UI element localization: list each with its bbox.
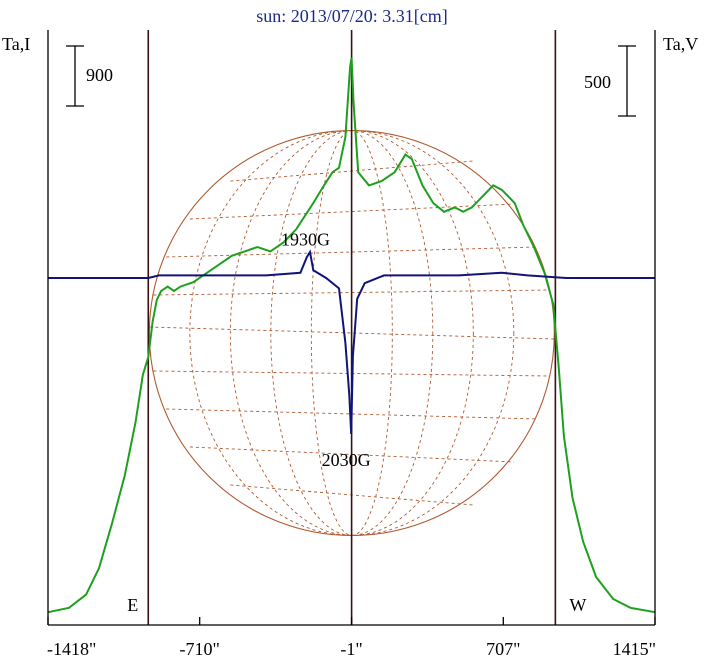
series-layer	[47, 57, 656, 614]
latitude-line	[166, 408, 538, 420]
right-axis-label: Ta,V	[663, 34, 698, 54]
chart-title: sun: 2013/07/20: 3.31[cm]	[256, 6, 448, 26]
series-ta-v-line	[48, 249, 655, 435]
right-scale-bar-label: 500	[584, 72, 611, 92]
east-limb-label: E	[127, 595, 138, 615]
x-axis-ticks: -1418" -710" -1" 707" 1415"	[47, 617, 656, 659]
right-scale-bar	[618, 45, 636, 117]
x-tick-label: -1"	[340, 639, 362, 659]
x-tick-label: -1418"	[47, 639, 96, 659]
annotation-layer: 1930G 2030G	[281, 229, 371, 470]
limb-lines	[147, 30, 557, 625]
x-tick-label: -710"	[180, 639, 220, 659]
latitude-line	[166, 246, 538, 258]
annotation-2030g: 2030G	[322, 450, 371, 470]
longitude-line	[189, 130, 515, 536]
series-ta-i-line	[47, 57, 656, 614]
equator-line	[149, 326, 555, 340]
left-scale-bar-label: 900	[86, 65, 113, 85]
left-axis-label: Ta,I	[2, 34, 30, 54]
x-tick-label: 707"	[486, 639, 520, 659]
left-scale-bar	[66, 45, 84, 107]
x-tick-label: 1415"	[613, 639, 656, 659]
annotation-1930g: 1930G	[281, 229, 330, 249]
west-limb-label: W	[569, 595, 586, 615]
